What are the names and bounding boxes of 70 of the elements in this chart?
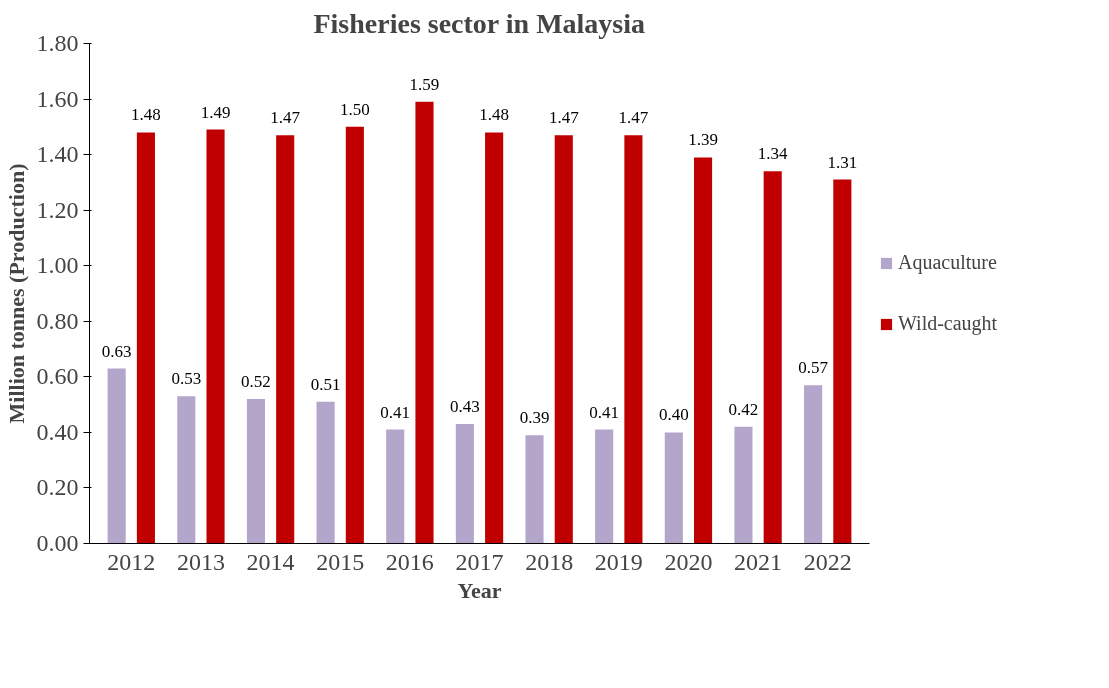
bar bbox=[694, 157, 713, 544]
chart-title: Fisheries sector in Malaysia bbox=[313, 7, 646, 39]
data-label: 0.43 bbox=[450, 397, 480, 417]
bar bbox=[664, 432, 683, 544]
data-label: 1.48 bbox=[131, 105, 161, 125]
bar bbox=[554, 135, 573, 544]
x-tick-label: 2019 bbox=[594, 548, 643, 575]
x-tick-label: 2017 bbox=[455, 548, 504, 575]
data-label: 0.41 bbox=[589, 402, 620, 422]
bar bbox=[734, 426, 753, 544]
x-axis-title: Year bbox=[457, 577, 502, 603]
data-label: 1.47 bbox=[618, 108, 649, 128]
data-label: 0.52 bbox=[241, 372, 271, 392]
x-tick-label: 2013 bbox=[176, 548, 225, 575]
y-tick-label: 0.60 bbox=[36, 363, 79, 390]
data-label: 1.31 bbox=[827, 152, 858, 172]
x-tick-label: 2021 bbox=[734, 548, 783, 575]
bar bbox=[177, 396, 196, 544]
bar bbox=[107, 368, 126, 544]
data-label: 0.63 bbox=[101, 341, 132, 361]
y-tick-label: 1.00 bbox=[36, 252, 79, 279]
data-label: 1.59 bbox=[409, 74, 440, 94]
x-tick-label: 2015 bbox=[316, 548, 365, 575]
bar bbox=[316, 401, 335, 544]
bar bbox=[763, 171, 782, 544]
data-label: 1.47 bbox=[270, 108, 301, 128]
data-label: 1.48 bbox=[479, 105, 509, 125]
legend-label: Wild-caught bbox=[898, 312, 998, 335]
x-tick-label: 2022 bbox=[803, 548, 852, 575]
bar bbox=[206, 129, 225, 544]
legend-label: Aquaculture bbox=[898, 251, 997, 274]
bar bbox=[415, 101, 434, 544]
data-label: 1.39 bbox=[688, 130, 718, 150]
data-label: 1.50 bbox=[339, 99, 370, 119]
bar bbox=[136, 132, 155, 544]
data-label: 0.53 bbox=[171, 369, 202, 389]
data-label: 1.47 bbox=[548, 108, 580, 128]
y-tick-label: 0.20 bbox=[36, 474, 79, 501]
x-tick-label: 2016 bbox=[385, 548, 434, 575]
bar bbox=[246, 399, 265, 544]
y-tick-label: 1.40 bbox=[36, 141, 79, 168]
bar bbox=[624, 135, 643, 544]
bar bbox=[833, 179, 852, 544]
bar bbox=[525, 435, 544, 544]
y-tick-label: 0.80 bbox=[36, 307, 79, 334]
bar bbox=[386, 429, 405, 544]
bar bbox=[455, 424, 474, 544]
bar bbox=[345, 126, 364, 544]
data-label: 0.51 bbox=[310, 374, 341, 394]
x-tick-label: 2012 bbox=[107, 548, 156, 575]
data-label: 0.40 bbox=[658, 405, 689, 425]
bar bbox=[595, 429, 614, 544]
bar bbox=[276, 135, 295, 544]
y-axis-title: Million tonnes (Production) bbox=[3, 163, 29, 424]
y-tick-label: 1.80 bbox=[36, 30, 79, 56]
x-tick-label: 2014 bbox=[246, 548, 295, 575]
data-label: 0.39 bbox=[519, 408, 550, 428]
data-label: 0.41 bbox=[380, 402, 411, 422]
y-tick-label: 0.00 bbox=[36, 530, 79, 556]
x-tick-label: 2020 bbox=[664, 548, 713, 575]
bar bbox=[804, 385, 823, 544]
data-label: 1.34 bbox=[757, 144, 789, 164]
y-tick-label: 1.20 bbox=[36, 196, 79, 223]
y-tick-label: 1.60 bbox=[36, 85, 79, 112]
data-label: 0.57 bbox=[798, 358, 829, 378]
y-tick-label: 0.40 bbox=[36, 418, 79, 445]
bar bbox=[485, 132, 504, 544]
x-tick-label: 2018 bbox=[525, 548, 574, 575]
data-label: 0.42 bbox=[728, 399, 759, 419]
data-label: 1.49 bbox=[200, 102, 231, 122]
